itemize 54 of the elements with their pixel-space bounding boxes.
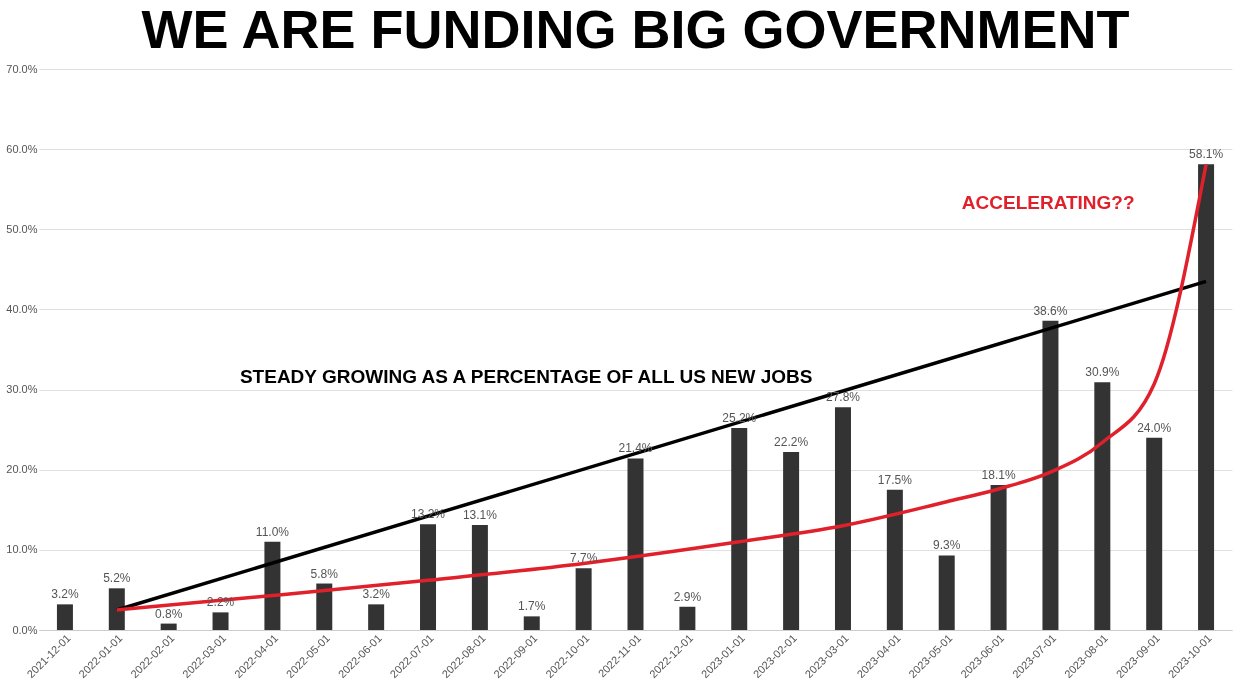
bar — [783, 452, 800, 630]
bar — [1094, 382, 1111, 630]
bar — [834, 407, 851, 630]
annotation: ACCELERATING?? — [961, 192, 1135, 214]
data-label: 13.1% — [462, 508, 498, 523]
data-label: 22.2% — [774, 435, 809, 450]
data-label: 1.7% — [518, 599, 546, 614]
y-tick-label: 50.0% — [6, 222, 38, 235]
bar — [316, 583, 333, 630]
y-tick-label: 30.0% — [6, 383, 38, 396]
bar — [264, 541, 281, 630]
y-tick-label: 20.0% — [6, 463, 38, 476]
data-label: 3.2% — [51, 587, 79, 602]
bar — [1146, 437, 1163, 630]
y-tick-label: 60.0% — [6, 142, 38, 155]
bar — [731, 428, 748, 630]
bar — [938, 555, 955, 630]
bar — [108, 588, 125, 630]
bar — [471, 525, 488, 630]
data-label: 5.2% — [103, 571, 131, 586]
bar — [990, 484, 1007, 630]
bar — [523, 616, 540, 630]
data-label: 27.8% — [825, 390, 861, 405]
bar — [886, 489, 903, 630]
data-label: 0.8% — [154, 606, 183, 621]
data-label: 7.7% — [569, 551, 598, 566]
bar — [420, 524, 437, 630]
bar — [56, 604, 73, 630]
y-tick-label: 40.0% — [6, 302, 38, 315]
data-label: 18.1% — [981, 467, 1016, 482]
data-label: 21.4% — [618, 441, 653, 456]
annotation: STEADY GROWING AS A PERCENTAGE OF ALL US NEW JOBS — [239, 366, 813, 387]
y-tick-label: 70.0% — [6, 62, 38, 75]
data-label: 11.0% — [255, 524, 290, 539]
data-label: 5.8% — [310, 566, 339, 581]
data-label: 30.9% — [1085, 365, 1120, 380]
y-tick-label: 10.0% — [6, 543, 38, 556]
bar — [212, 612, 229, 630]
bar — [1042, 320, 1059, 630]
bar — [575, 568, 592, 630]
y-tick-label: 0.0% — [12, 623, 38, 636]
bar — [160, 623, 177, 630]
bar — [1198, 164, 1215, 630]
chart-title: WE ARE FUNDING BIG GOVERNMENT — [141, 0, 1130, 59]
bar — [627, 458, 644, 630]
data-label: 24.0% — [1137, 420, 1172, 435]
data-label: 58.1% — [1189, 147, 1224, 162]
data-label: 2.9% — [673, 589, 702, 604]
data-label: 17.5% — [877, 472, 913, 487]
bar — [368, 604, 385, 630]
data-label: 38.6% — [1033, 303, 1068, 318]
data-label: 3.2% — [362, 587, 391, 602]
bar — [679, 606, 696, 630]
data-label: 9.3% — [933, 538, 961, 553]
